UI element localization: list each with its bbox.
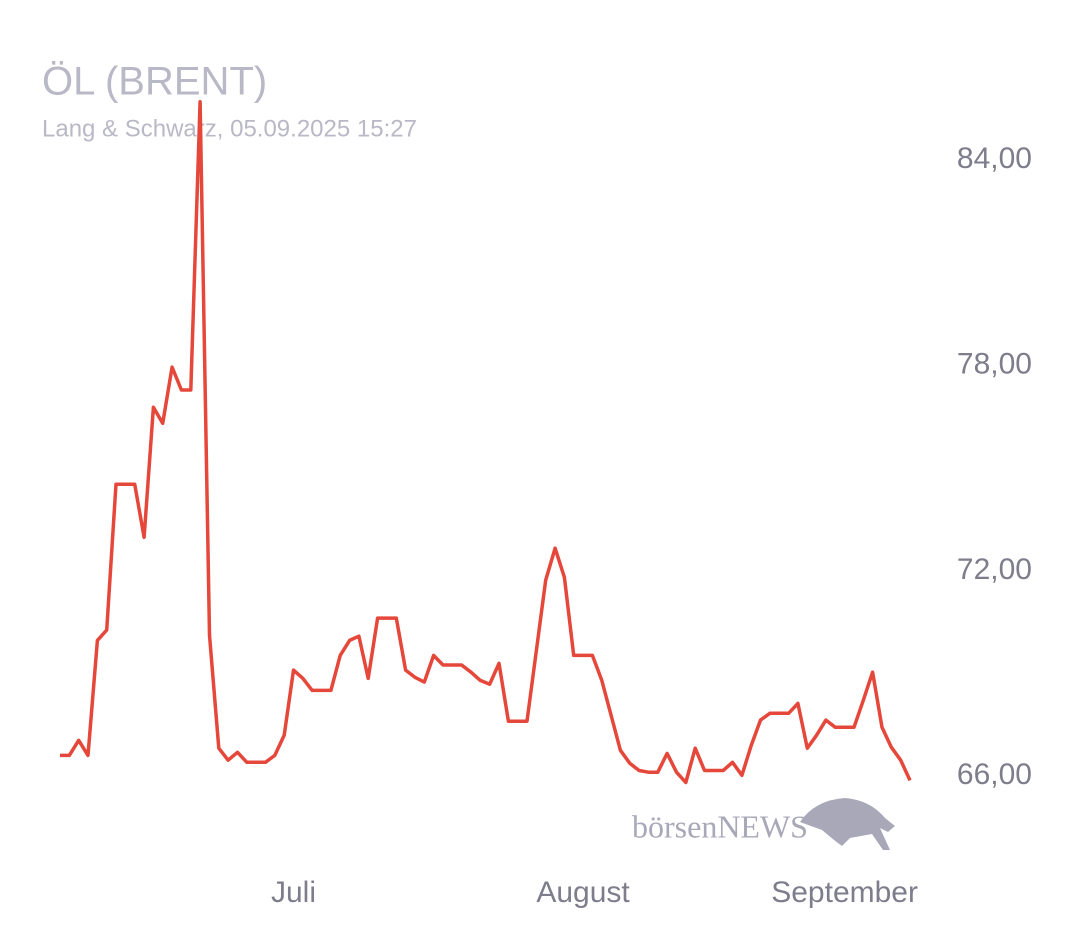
x-tick-label: August [536,876,630,909]
chart-subtitle: Lang & Schwarz, 05.09.2025 15:27 [42,115,417,142]
watermark: börsenNEWS [632,808,808,844]
y-tick-label: 78,00 [957,347,1032,380]
x-tick-label: September [771,876,918,909]
y-tick-label: 72,00 [957,553,1032,586]
chart-title: ÖL (BRENT) [42,60,267,104]
y-tick-label: 66,00 [957,758,1032,791]
x-tick-label: Juli [271,876,316,909]
y-tick-label: 84,00 [957,142,1032,175]
watermark-logo: börsenNEWS [632,798,895,850]
price-line [60,99,912,785]
bull-icon [800,798,895,850]
